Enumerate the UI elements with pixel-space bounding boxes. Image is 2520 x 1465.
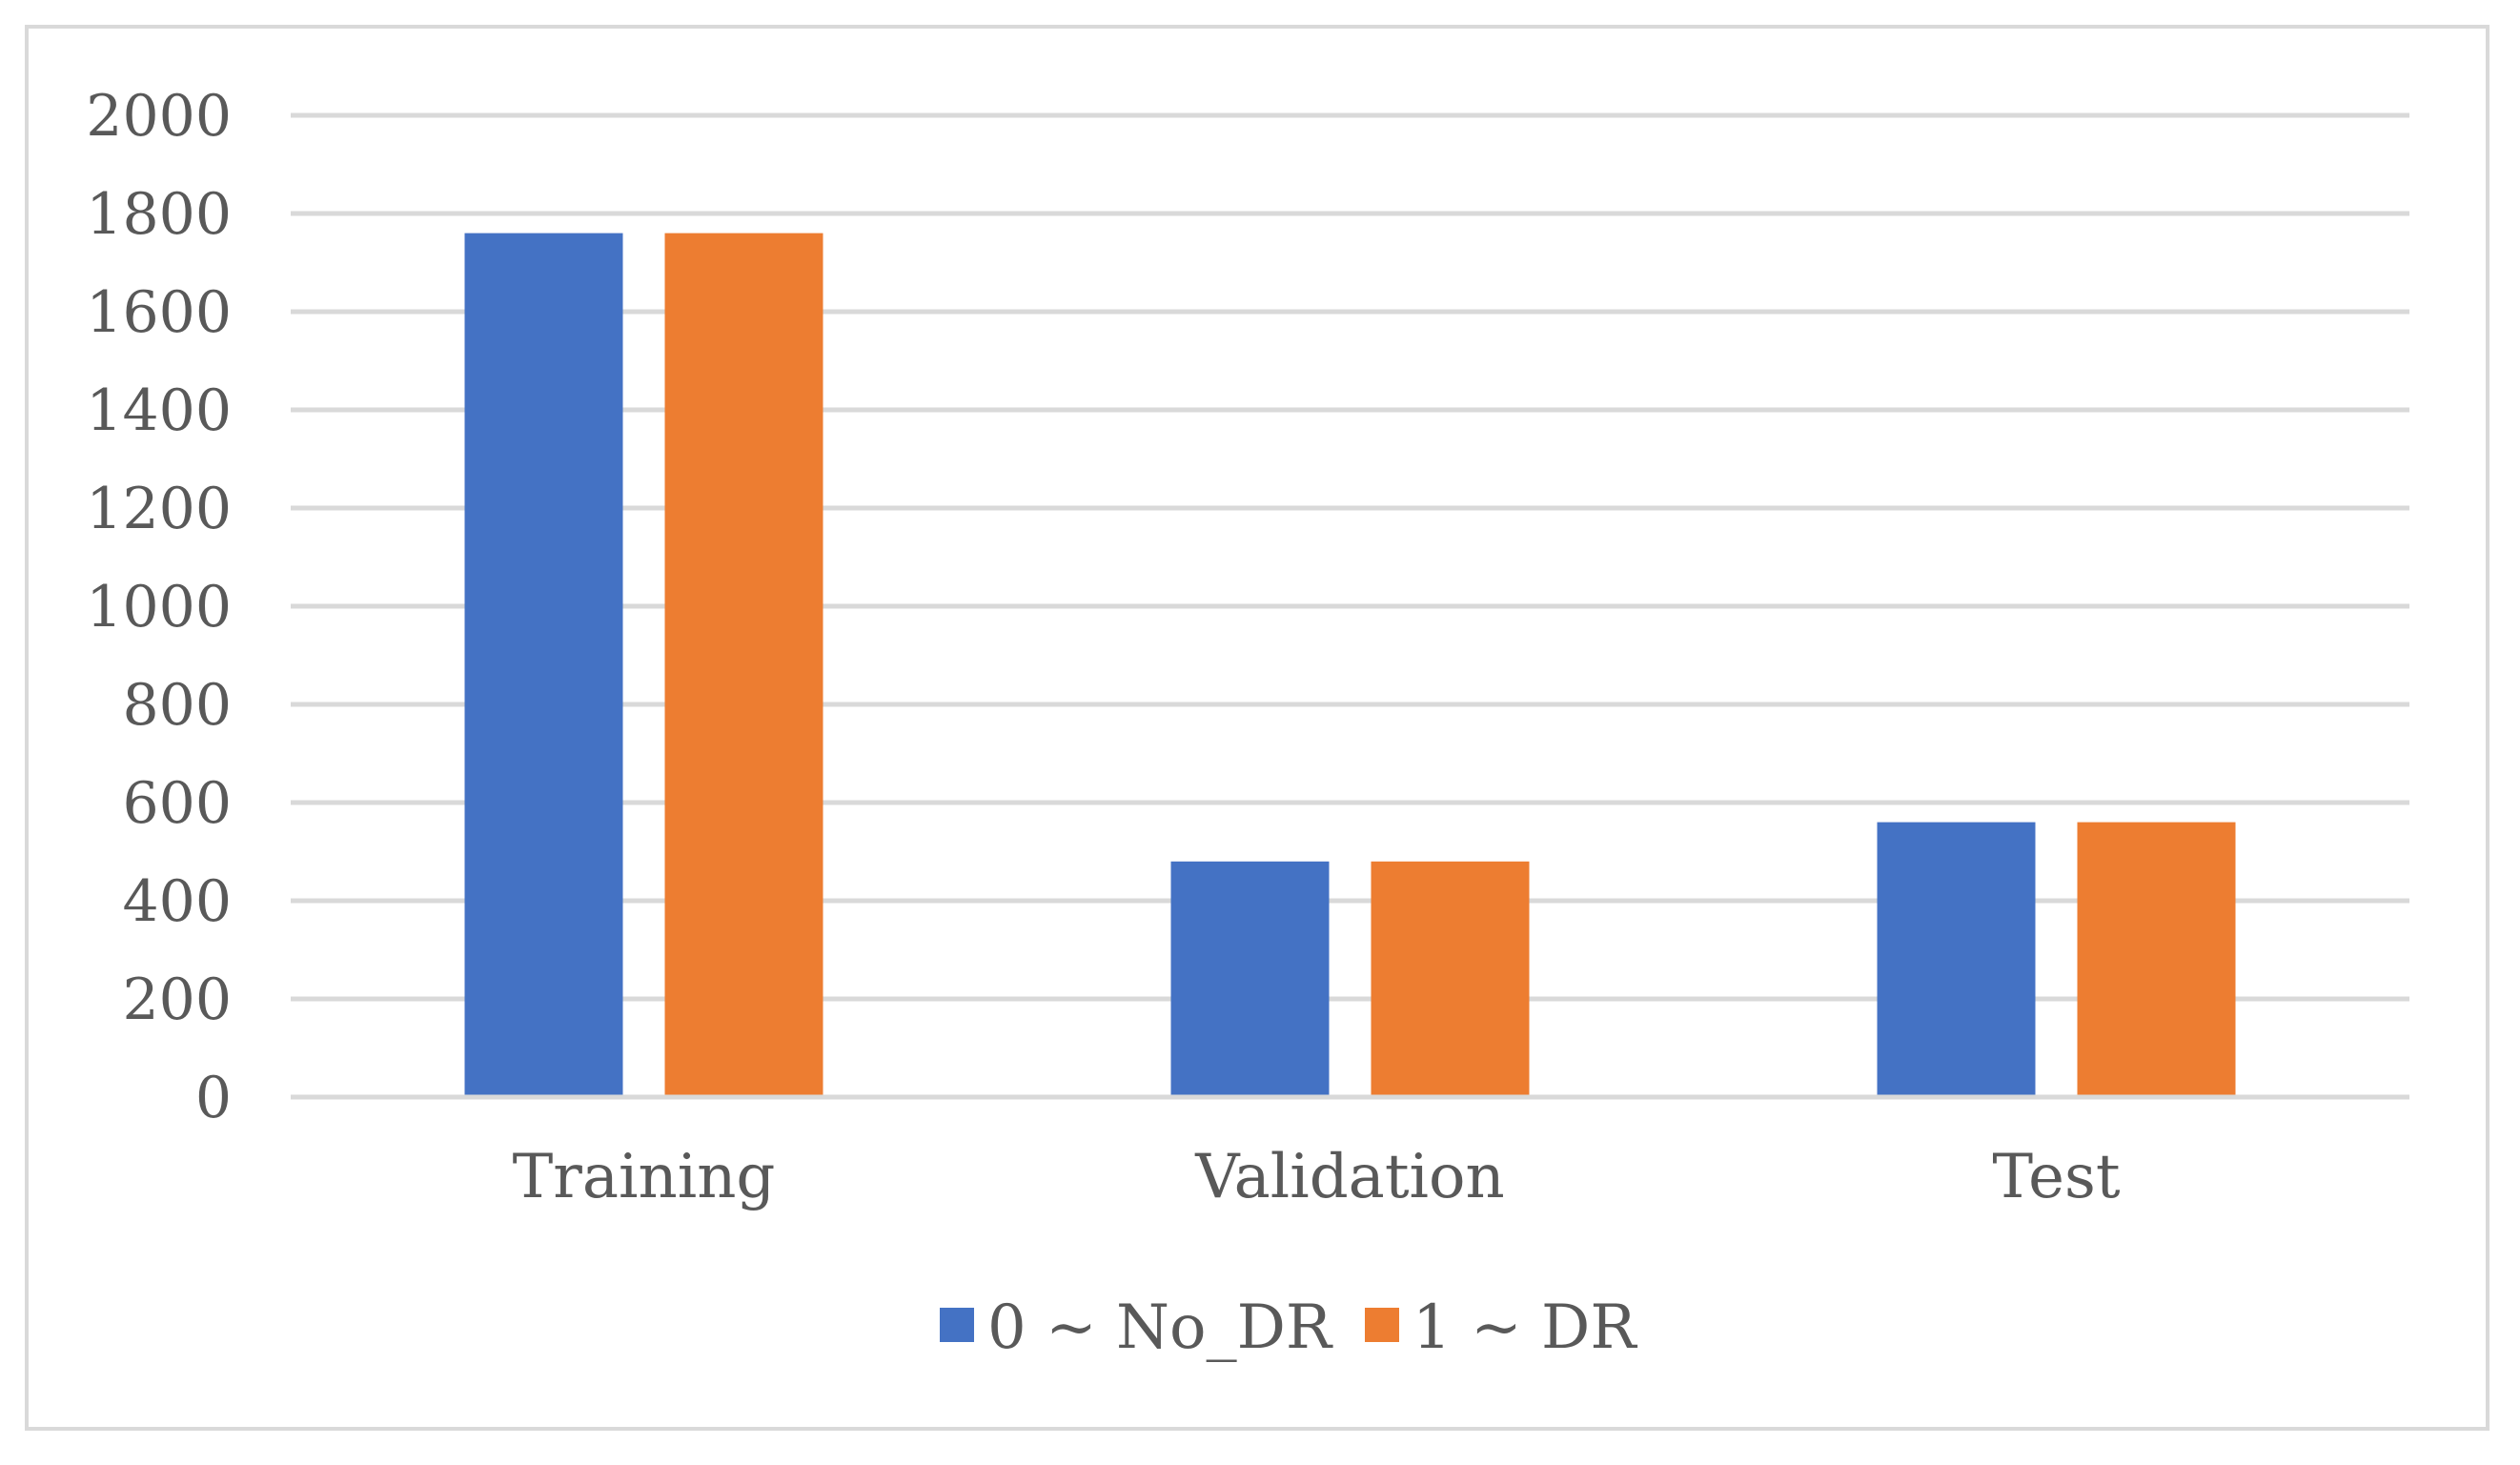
- y-tick-label: 0: [195, 1065, 232, 1131]
- x-category-label: Validation: [1194, 1142, 1505, 1212]
- x-category-label: Test: [1992, 1142, 2120, 1212]
- y-tick-label: 200: [122, 966, 232, 1033]
- legend-swatch: [1365, 1308, 1399, 1342]
- gridlines: [291, 112, 2409, 1002]
- legend-label: 1 ~ DR: [1412, 1292, 1637, 1363]
- y-tick-label: 1400: [86, 377, 232, 444]
- legend-label: 0 ~ No_DR: [987, 1292, 1333, 1363]
- y-tick-label: 400: [122, 868, 232, 935]
- bar-validation-series-1: [1170, 861, 1330, 1097]
- bar-test-series-2: [2077, 822, 2236, 1097]
- bars: [464, 233, 2236, 1098]
- chart-frame: [25, 25, 2490, 1431]
- y-tick-label: 1200: [86, 476, 232, 542]
- bar-training-series-2: [664, 233, 823, 1098]
- y-tick-label: 1000: [86, 574, 232, 641]
- legend-swatch: [940, 1308, 974, 1342]
- legend: 0 ~ No_DR 1 ~ DR: [940, 1292, 1637, 1363]
- y-tick-label: 600: [122, 770, 232, 837]
- bar-test-series-1: [1877, 822, 2036, 1097]
- x-axis-categories: Training Validation Test: [513, 1142, 2121, 1212]
- x-category-label: Training: [513, 1142, 776, 1212]
- y-tick-label: 1600: [86, 279, 232, 346]
- y-axis-ticks: 0 200 400 600 800 1000 1200 1400 1600 1800 2000: [86, 83, 232, 1131]
- y-tick-label: 2000: [86, 83, 232, 150]
- bar-validation-series-2: [1371, 861, 1530, 1097]
- y-tick-label: 800: [122, 672, 232, 739]
- y-tick-label: 1800: [86, 181, 232, 248]
- bar-training-series-1: [464, 233, 623, 1098]
